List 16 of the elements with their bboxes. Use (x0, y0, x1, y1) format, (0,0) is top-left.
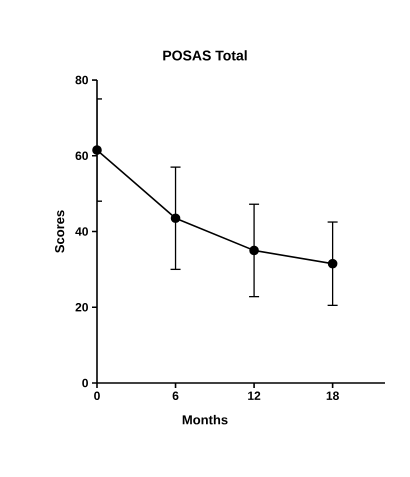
y-tick-label: 20 (76, 303, 88, 312)
point (92, 145, 102, 155)
point (328, 258, 338, 268)
point (170, 213, 180, 224)
y-tick-label: 0 (82, 378, 88, 388)
x-tick-label: 12 (248, 392, 260, 400)
y-tick-label: 60 (76, 152, 88, 160)
x-tick-label: 0 (94, 392, 100, 400)
x-axis-title: Months (182, 414, 228, 424)
x-tick-label: 6 (172, 392, 178, 400)
y-tick-label: 40 (75, 227, 88, 236)
x-tick-label: 18 (326, 392, 339, 400)
chart-title: POSAS Total (163, 50, 247, 60)
y-axis-title: Scores (55, 210, 64, 253)
y-tick-label: 80 (75, 76, 88, 84)
point (249, 246, 259, 256)
